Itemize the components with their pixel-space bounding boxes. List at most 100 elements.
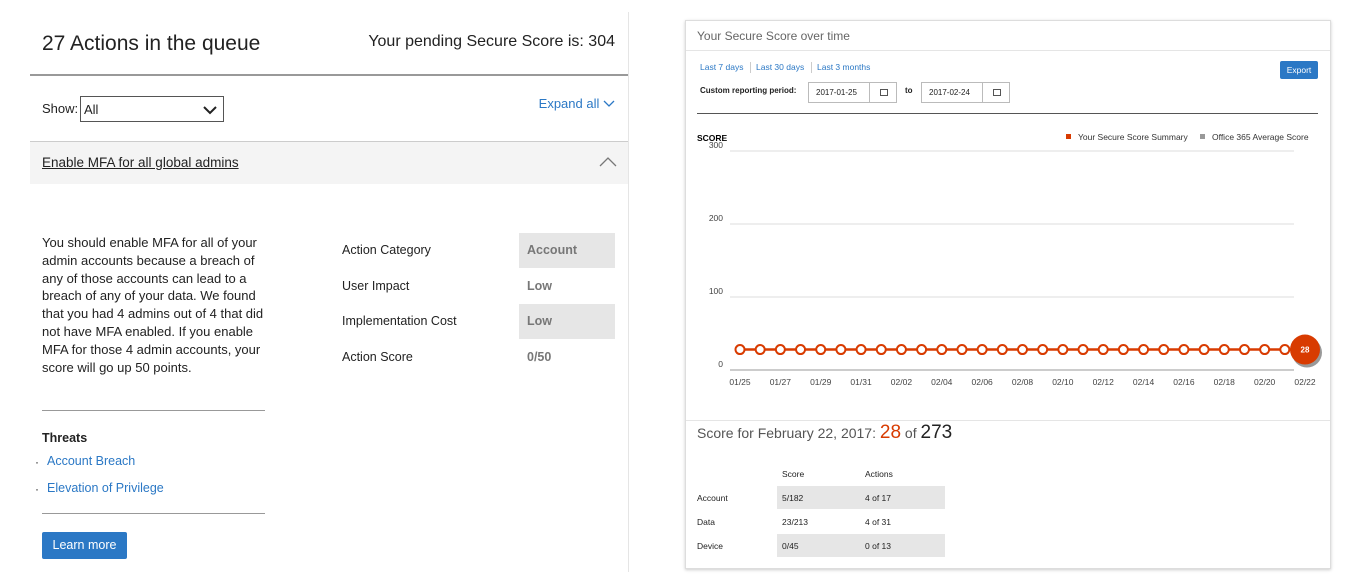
point <box>895 344 907 356</box>
score-summary: Score for February 22, 2017: 28 of 273 <box>697 422 952 444</box>
select-arrow <box>203 106 217 115</box>
x-tick-label: 02/14 <box>1133 377 1155 387</box>
expand-all[interactable]: Expand all <box>539 96 615 111</box>
x-tick-label: 01/27 <box>770 377 792 387</box>
point <box>795 344 807 356</box>
chevron <box>603 100 615 107</box>
point <box>835 344 847 356</box>
point <box>1097 344 1109 356</box>
point <box>916 344 928 356</box>
legend-label: Office 365 Average Score <box>1212 132 1309 142</box>
show-label: Show: <box>42 101 79 116</box>
point <box>1077 344 1089 356</box>
point <box>1057 344 1069 356</box>
point <box>1259 344 1271 356</box>
action-header[interactable] <box>30 142 628 184</box>
row-shade <box>777 486 945 509</box>
to-date[interactable]: 2017-02-24 <box>921 82 1010 103</box>
point <box>1117 344 1129 356</box>
legend-swatch <box>1066 134 1071 139</box>
point <box>815 344 827 356</box>
x-tick-label: 02/08 <box>1012 377 1034 387</box>
point <box>1037 344 1049 356</box>
detail-shade <box>519 304 615 339</box>
row-label: Device <box>697 541 723 551</box>
legend-swatch <box>1200 134 1205 139</box>
queue-title: 27 Actions in the queue <box>42 32 261 55</box>
divider <box>686 420 1330 421</box>
x-tick-label: 02/02 <box>891 377 913 387</box>
y-tick-label: 300 <box>709 140 723 150</box>
divider <box>30 141 628 142</box>
point <box>1218 344 1230 356</box>
calendar-icon <box>880 89 888 96</box>
table-cell: 5/182 <box>782 493 804 503</box>
point <box>875 344 887 356</box>
detail-value: Account <box>527 243 577 257</box>
x-tick-label: 02/04 <box>931 377 953 387</box>
x-tick-label: 02/10 <box>1052 377 1074 387</box>
action-title[interactable]: Enable MFA for all global admins <box>42 155 239 170</box>
calendar-icon <box>993 89 1001 96</box>
point <box>774 344 786 356</box>
x-tick-label: 01/25 <box>729 377 751 387</box>
point <box>855 344 867 356</box>
table-cell: 0 of 13 <box>865 541 891 551</box>
table-cell: 23/213 <box>782 517 808 527</box>
y-axis-label: SCORE <box>697 133 728 143</box>
pending-score: Your pending Secure Score is: 304 <box>368 33 615 50</box>
summary-prefix: Score for February 22, 2017: <box>697 425 876 441</box>
point <box>754 344 766 356</box>
x-tick-label: 01/29 <box>810 377 832 387</box>
divider <box>686 50 1330 51</box>
detail-value: 0/50 <box>527 349 552 364</box>
detail-label: User Impact <box>342 278 410 293</box>
detail-label: Action Score <box>342 349 413 364</box>
show-select[interactable]: All <box>80 96 224 122</box>
range-link[interactable]: Last 7 days <box>700 62 744 72</box>
y-tick-label: 0 <box>718 359 723 369</box>
bullet: · <box>35 455 39 469</box>
range-link[interactable]: Last 3 months <box>817 62 871 72</box>
row-label: Account <box>697 493 728 503</box>
x-tick-label: 01/31 <box>850 377 872 387</box>
table-header: Score <box>782 469 805 479</box>
point <box>996 344 1008 356</box>
select-value: All <box>84 102 99 117</box>
action-description: You should enable MFA for all of your ad… <box>42 235 264 375</box>
highlight-point <box>1290 334 1320 365</box>
threat-link[interactable]: Account Breach <box>47 454 136 468</box>
detail-label: Action Category <box>342 243 431 257</box>
from-date[interactable]: 2017-01-25 <box>808 82 897 103</box>
point <box>1138 344 1150 356</box>
summary-total: 273 <box>920 422 953 443</box>
x-tick-label: 02/20 <box>1254 377 1276 387</box>
bullet: · <box>35 482 39 496</box>
point <box>1178 344 1190 356</box>
threat-link[interactable]: Elevation of Privilege <box>47 481 164 495</box>
row-shade <box>777 534 945 557</box>
y-tick-label: 200 <box>709 213 723 223</box>
table-cell: 4 of 31 <box>865 517 891 527</box>
to-value: 2017-02-24 <box>929 88 970 97</box>
export-button[interactable]: Export <box>1280 61 1318 79</box>
from-value: 2017-01-25 <box>816 88 857 97</box>
point <box>1279 344 1291 356</box>
point <box>1238 344 1250 356</box>
table-header: Actions <box>865 469 893 479</box>
expand-text: Expand all <box>538 96 600 111</box>
table-cell: 0/45 <box>782 541 799 551</box>
learn-more-button[interactable]: Learn more <box>42 532 127 559</box>
point-label: 28 <box>1301 346 1310 355</box>
point <box>1198 344 1210 356</box>
divider <box>42 410 265 411</box>
divider <box>42 513 265 514</box>
legend-label: Your Secure Score Summary <box>1078 132 1189 142</box>
divider <box>697 113 1318 114</box>
point <box>734 344 746 356</box>
range-link[interactable]: Last 30 days <box>756 62 805 72</box>
collapse-chevron[interactable] <box>599 157 617 167</box>
point <box>1017 344 1028 356</box>
custom-period-label: Custom reporting period: <box>700 86 797 95</box>
